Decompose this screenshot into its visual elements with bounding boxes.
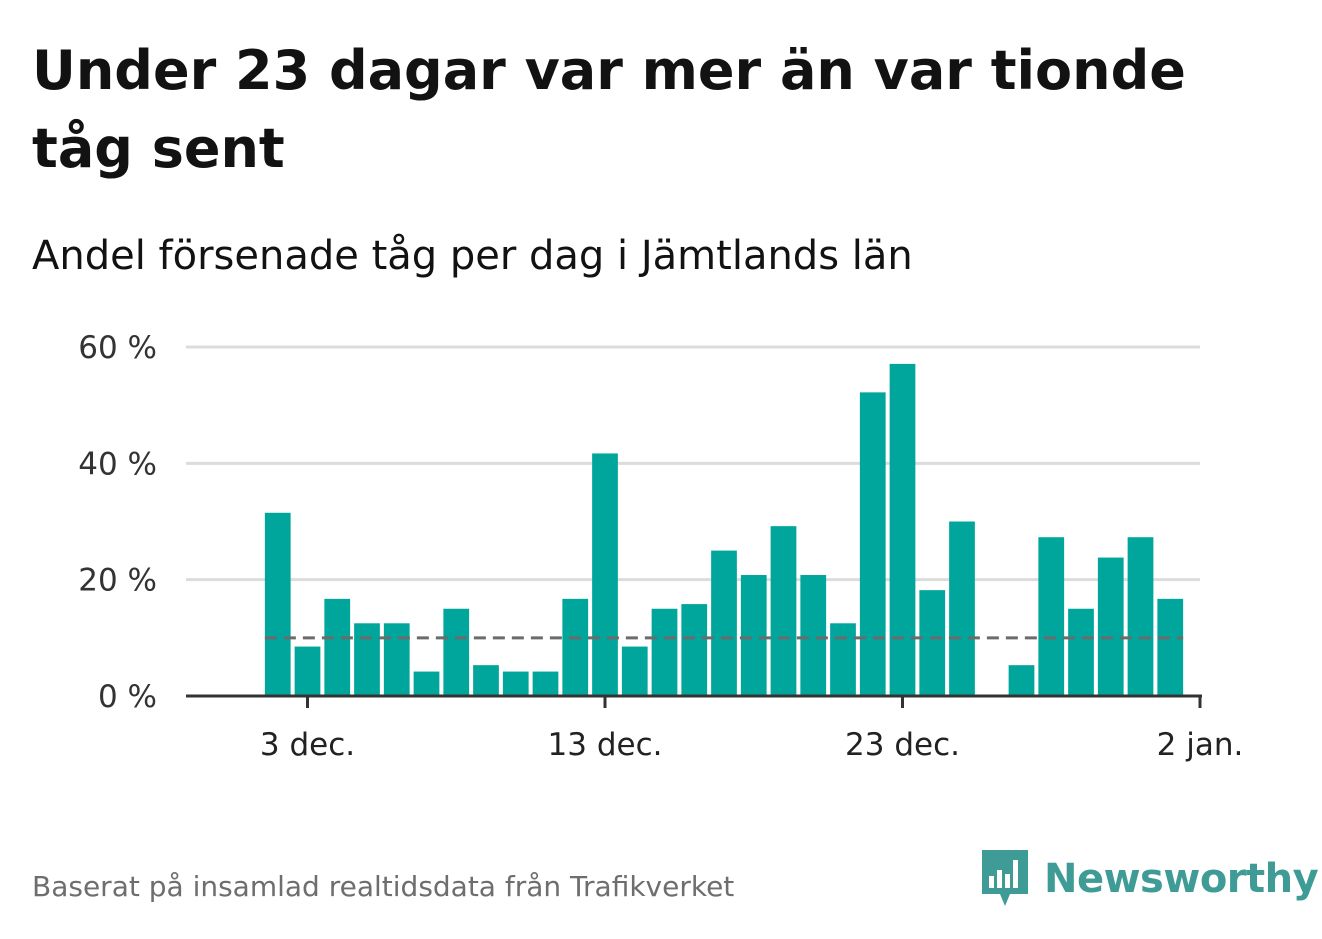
bar <box>502 671 529 696</box>
brand-logo: Newsworthy <box>980 848 1319 910</box>
bar <box>711 550 737 696</box>
x-axis <box>186 694 1202 708</box>
bar <box>889 363 916 696</box>
bar <box>354 623 380 696</box>
brand-name: Newsworthy <box>1044 856 1319 902</box>
y-tick-label: 20 % <box>78 563 157 599</box>
bar <box>443 608 470 696</box>
x-tick-label: 2 jan. <box>1157 727 1244 763</box>
chart-title: Under 23 dagar var mer än var tionde tåg… <box>32 39 1186 180</box>
bar <box>383 623 410 696</box>
x-axis-tick-labels: 3 dec. 13 dec. 23 dec. 2 jan. <box>260 727 1243 763</box>
source-note: Baserat på insamlad realtidsdata från Tr… <box>32 870 735 903</box>
bar <box>1097 557 1124 696</box>
bar <box>324 598 351 696</box>
bar <box>264 512 291 696</box>
bar <box>770 526 797 696</box>
bar <box>651 608 678 696</box>
bar <box>1068 608 1094 696</box>
bar <box>949 521 975 696</box>
x-tick-label: 13 dec. <box>548 727 663 763</box>
bar <box>592 453 618 696</box>
chart-subtitle: Andel försenade tåg per dag i Jämtlands … <box>32 233 913 279</box>
bar <box>532 671 559 696</box>
bar <box>621 646 648 696</box>
x-tick-label: 23 dec. <box>845 727 960 763</box>
newsworthy-logo-icon <box>982 850 1028 906</box>
bar <box>1038 537 1065 696</box>
bar <box>562 598 589 696</box>
y-tick-label: 0 % <box>98 679 157 715</box>
x-tick-label: 3 dec. <box>260 727 355 763</box>
bar <box>919 590 946 696</box>
y-tick-label: 60 % <box>78 330 157 366</box>
bar <box>473 665 499 696</box>
bar <box>413 671 440 696</box>
bar <box>1008 665 1035 696</box>
y-axis-tick-labels: 0 % 20 % 40 % 60 % <box>78 330 157 715</box>
bar <box>1157 598 1184 696</box>
bar <box>830 623 856 696</box>
bar <box>740 575 767 696</box>
bar <box>681 604 708 696</box>
y-tick-label: 40 % <box>78 446 157 482</box>
bars <box>264 363 1184 696</box>
bar <box>1127 537 1154 696</box>
gridlines <box>186 345 1200 582</box>
bar <box>800 575 827 696</box>
bar <box>294 646 321 696</box>
bar <box>859 392 886 696</box>
